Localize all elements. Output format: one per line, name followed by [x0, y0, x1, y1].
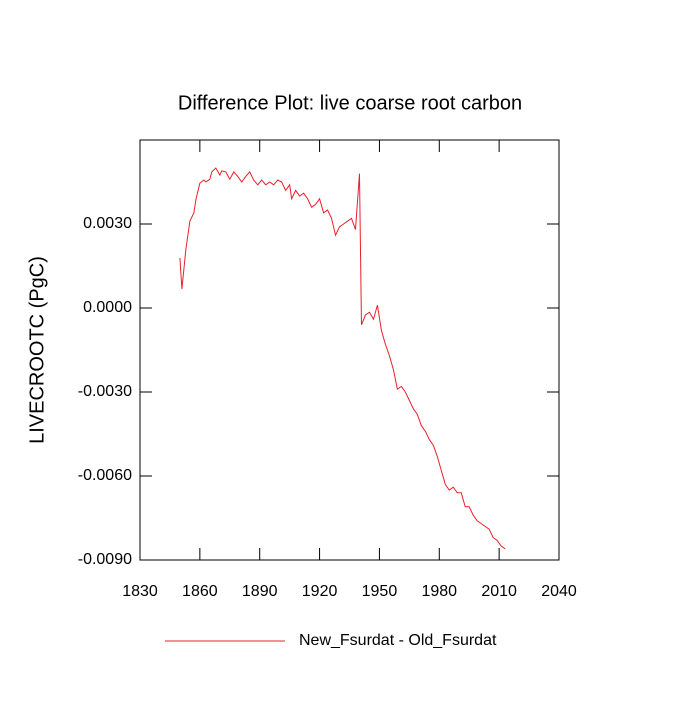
x-tick-label: 1890 — [242, 583, 278, 600]
x-tick-label: 1830 — [122, 583, 158, 600]
x-tick-label: 2010 — [481, 583, 517, 600]
x-tick-label: 1920 — [302, 583, 338, 600]
data-line — [179, 167, 506, 550]
x-tick-label: 1980 — [421, 583, 457, 600]
x-tick-label: 1860 — [182, 583, 218, 600]
plot-frame — [139, 139, 560, 561]
chart-title: Difference Plot: live coarse root carbon — [178, 92, 522, 114]
x-tick-label: 2040 — [541, 583, 577, 600]
y-tick-label: -0.0060 — [78, 467, 132, 484]
y-tick-label: 0.0030 — [83, 215, 132, 232]
legend-label: New_Fsurdat - Old_Fsurdat — [299, 632, 497, 649]
y-tick-label: -0.0090 — [78, 551, 132, 568]
y-tick-label: 0.0000 — [83, 299, 132, 316]
y-axis-label: LIVECROOTC (PgC) — [26, 256, 48, 444]
y-tick-label: -0.0030 — [78, 383, 132, 400]
x-tick-label: 1950 — [362, 583, 398, 600]
